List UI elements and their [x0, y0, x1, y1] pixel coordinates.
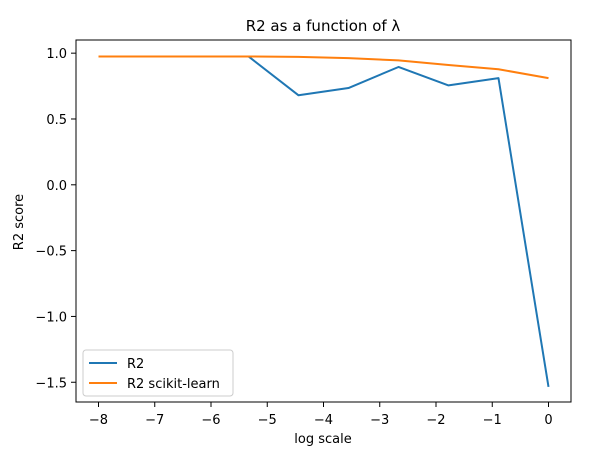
x-tick-label: −2 [426, 413, 445, 428]
x-tick-label: −7 [145, 413, 164, 428]
x-tick-label: −1 [483, 413, 502, 428]
legend-box [82, 349, 234, 397]
y-tick-label: −1.0 [35, 310, 67, 325]
y-axis-label: R2 score [12, 194, 27, 250]
y-tick-label: 0.5 [46, 113, 67, 128]
x-tick-label: −8 [89, 413, 108, 428]
y-tick-label: 1.0 [46, 47, 67, 62]
y-tick-label: −0.5 [35, 245, 67, 260]
y-tick-label: −1.5 [35, 376, 67, 391]
x-tick-label: −5 [258, 413, 277, 428]
axes: −8 −7 −6 −5 −4 −3 −2 −1 0 1.0 0.5 0.0 −0.5 −1.0 −1.5 [35, 39, 572, 428]
x-axis-label: log scale [294, 432, 351, 447]
legend: R2 R2 scikit-learn [82, 349, 234, 397]
x-tick-label: −3 [370, 413, 389, 428]
x-tick-label: 0 [544, 413, 552, 428]
chart-title: R2 as a function of λ [246, 17, 401, 35]
legend-label-1: R2 [127, 357, 144, 372]
plot-area [98, 55, 550, 388]
series-line-2 [98, 55, 549, 80]
y-tick-label: 0.0 [46, 179, 67, 194]
x-tick-label: −4 [314, 413, 333, 428]
legend-label-2: R2 scikit-learn [127, 377, 220, 392]
x-tick-label: −6 [201, 413, 220, 428]
